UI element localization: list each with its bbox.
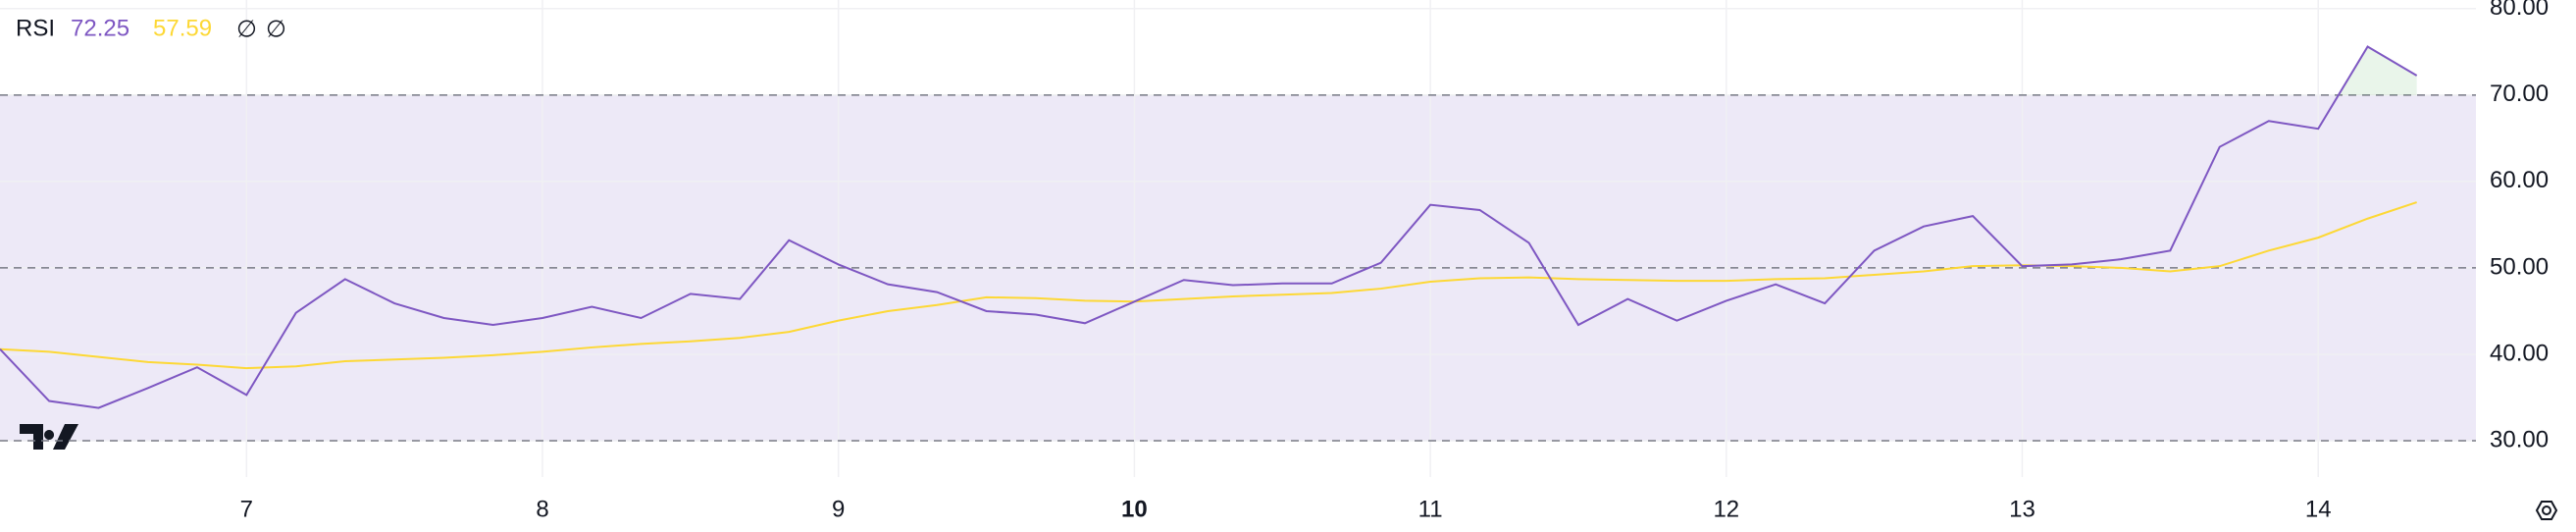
settings-icon[interactable]: [2535, 501, 2558, 520]
tv-logo: [20, 424, 78, 450]
y-tick-label: 30.00: [2490, 426, 2549, 452]
series-line: [0, 201, 2417, 370]
plot-background: [0, 0, 2476, 477]
ma-last-value: 57.59: [153, 15, 212, 41]
x-tick-label: 9: [832, 496, 845, 522]
icon-null: ∅: [266, 16, 286, 42]
series-line: [0, 45, 2418, 409]
indicator-name: RSI: [16, 15, 55, 41]
y-tick-label: 80.00: [2490, 0, 2549, 21]
y-tick-label: 70.00: [2490, 80, 2549, 107]
rsi-last-value: 72.25: [71, 15, 129, 41]
x-tick-label: 14: [2305, 496, 2332, 522]
y-tick-label: 60.00: [2490, 167, 2549, 193]
x-tick-label: 12: [1713, 496, 1739, 522]
x-tick-label: 8: [536, 496, 548, 522]
x-tick-label: 7: [240, 496, 253, 522]
y-tick-label: 50.00: [2490, 253, 2549, 280]
y-tick-label: 40.00: [2490, 340, 2549, 366]
x-tick-label: 10: [1121, 496, 1148, 522]
x-tick-label: 11: [1418, 496, 1443, 522]
icon-null: ∅: [236, 16, 257, 42]
x-tick-label: 13: [2009, 496, 2035, 522]
